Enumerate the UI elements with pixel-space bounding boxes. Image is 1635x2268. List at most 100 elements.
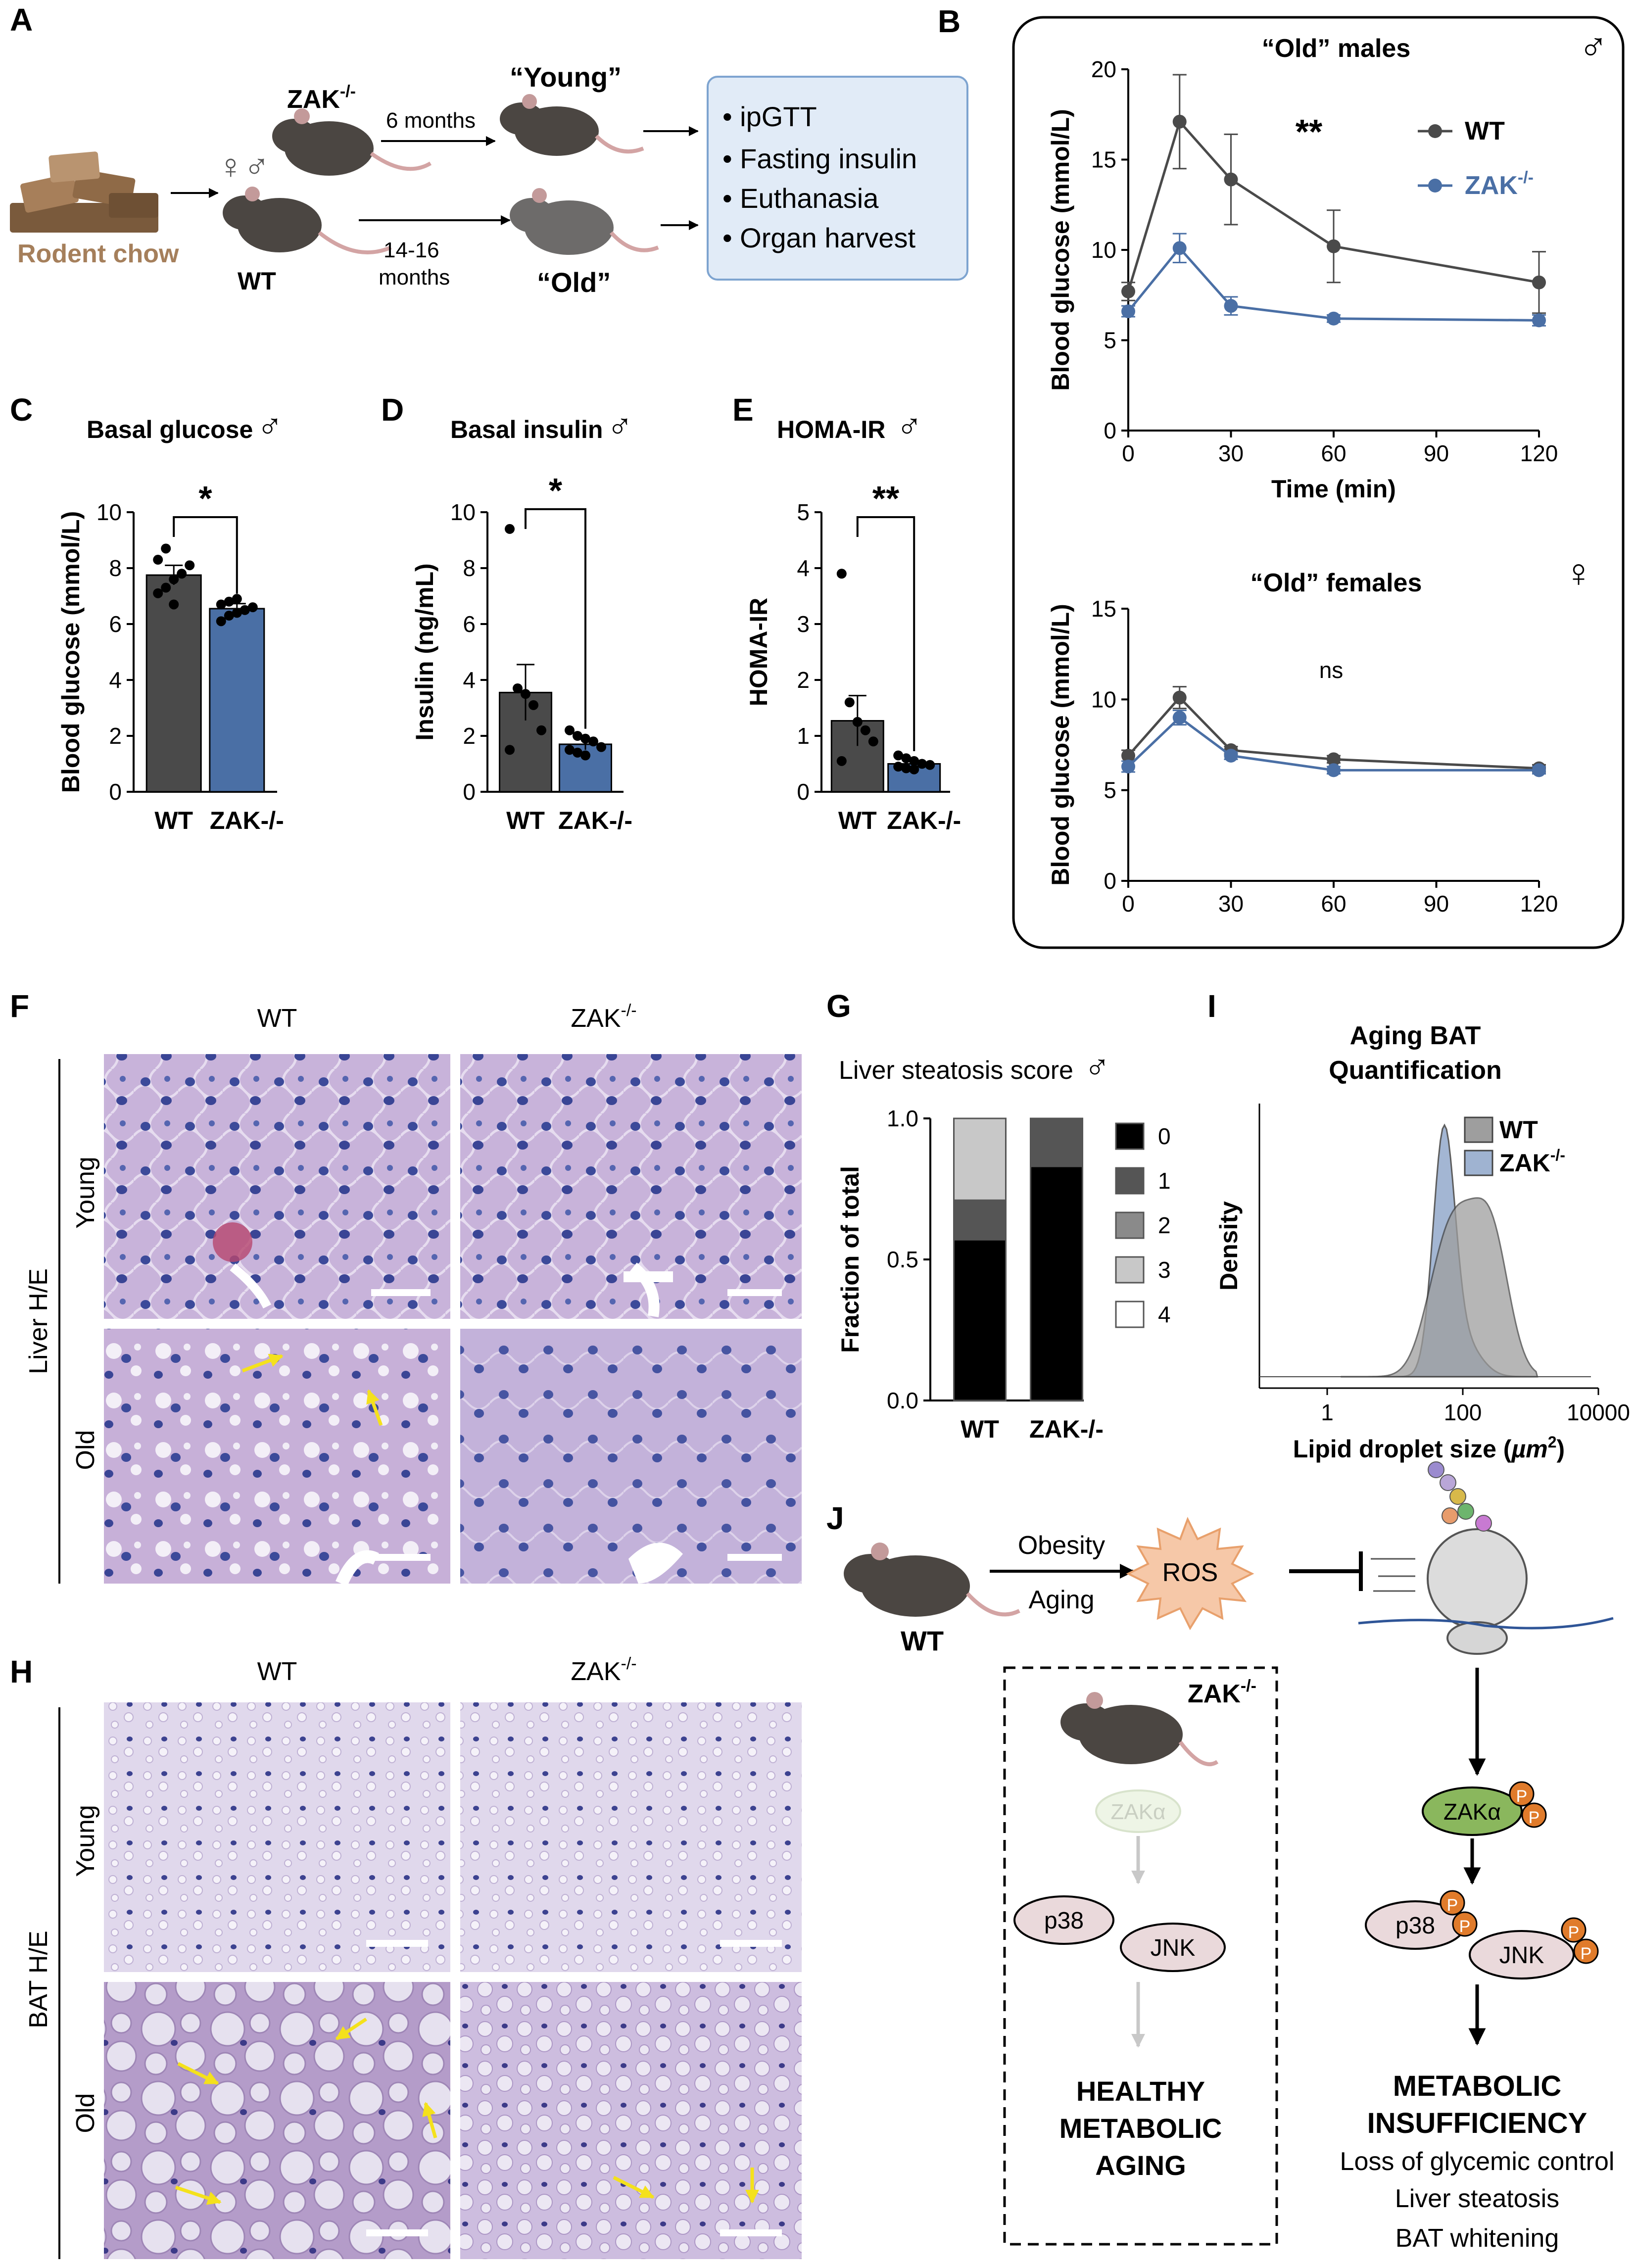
legend-label: 1 xyxy=(1158,1168,1171,1194)
x-tick-label: 120 xyxy=(1520,891,1558,917)
legend-swatch xyxy=(1115,1256,1145,1284)
data-point xyxy=(529,700,538,710)
y-tick-label: 10 xyxy=(450,499,476,525)
data-point xyxy=(216,599,226,610)
data-point xyxy=(1327,239,1341,253)
data-point xyxy=(513,683,523,693)
h-wt-young-image xyxy=(104,1702,450,1972)
j-zak-alpha: ZAKα xyxy=(1443,1799,1501,1825)
y-tick-label: 1 xyxy=(797,723,810,749)
legend-label: 4 xyxy=(1158,1302,1171,1327)
data-point xyxy=(232,608,242,618)
j-ros: ROS xyxy=(1162,1558,1218,1587)
procedures-box xyxy=(707,76,968,281)
chart-b-females: 0 5 10 15 0 30 60 90 120 Blood glucose (mmol/L) xyxy=(1047,596,1558,917)
data-point xyxy=(169,599,179,610)
svg-text:METABOLIC: METABOLIC xyxy=(1059,2113,1222,2144)
data-point xyxy=(247,602,258,613)
y-tick-label: 10 xyxy=(1091,686,1116,712)
category-label: ZAK-/- xyxy=(210,807,284,834)
panel-label-h: H xyxy=(10,1654,33,1689)
old-time-1: 14-16 xyxy=(384,238,439,262)
x-tick-label: 90 xyxy=(1424,440,1449,466)
zak-ko-mouse-icon xyxy=(1060,1692,1219,1766)
phospho-badges: P P xyxy=(1509,1781,1547,1828)
procedure-item: • ipGTT xyxy=(722,101,817,132)
stacked-segment xyxy=(953,1199,1007,1241)
data-point xyxy=(588,736,598,747)
svg-text:BAT whitening: BAT whitening xyxy=(1395,2224,1559,2253)
data-point xyxy=(844,697,855,708)
j-p38: p38 xyxy=(1044,1908,1084,1934)
legend-swatch xyxy=(1115,1167,1145,1195)
data-point xyxy=(1532,275,1546,290)
p38-node xyxy=(1013,1895,1114,1945)
svg-text:P: P xyxy=(1447,1896,1458,1915)
h-lipid-arrow xyxy=(422,2102,437,2138)
zak-label: ZAK-/- xyxy=(287,82,356,114)
data-point xyxy=(1224,749,1238,763)
y-tick-label: 8 xyxy=(463,555,476,581)
data-point xyxy=(1327,752,1341,767)
b-males-title: “Old” males xyxy=(1262,34,1411,63)
data-point xyxy=(185,560,195,571)
category-label: WT xyxy=(506,807,545,834)
data-point xyxy=(1121,749,1135,763)
y-axis-label: HOMA-IR xyxy=(745,598,772,706)
y-tick-label: 5 xyxy=(1104,328,1116,353)
x-tick-label: 60 xyxy=(1321,891,1346,917)
procedure-item: • Euthanasia xyxy=(722,183,879,214)
panel-label-j: J xyxy=(826,1500,844,1536)
f-lipid-arrow xyxy=(241,1353,284,1373)
wt-label: WT xyxy=(238,267,276,295)
panel-label-b: B xyxy=(938,3,961,39)
g-title: Liver steatosis score ♂ xyxy=(839,1048,1110,1086)
svg-text:Liver steatosis: Liver steatosis xyxy=(1395,2184,1559,2213)
svg-text:AGING: AGING xyxy=(1095,2150,1186,2181)
category-label: WT xyxy=(838,807,877,834)
i-title-2: Quantification xyxy=(1329,1056,1502,1085)
data-point xyxy=(1327,311,1341,326)
stacked-segment xyxy=(953,1239,1007,1401)
y-tick-label: 6 xyxy=(109,611,122,637)
data-point xyxy=(893,750,904,761)
data-point xyxy=(505,524,515,534)
ribosome-icon xyxy=(1358,1461,1614,1655)
h-row-young: Young xyxy=(71,1805,100,1877)
bar xyxy=(209,608,265,793)
y-axis-label: Density xyxy=(1215,1201,1243,1291)
x-tick-label: 0 xyxy=(1122,891,1135,917)
data-point xyxy=(580,750,590,761)
y-axis-label: Insulin (ng/mL) xyxy=(411,563,438,740)
i-title-1: Aging BAT xyxy=(1350,1021,1481,1050)
x-axis-label: Lipid droplet size (µm2) xyxy=(1293,1433,1565,1463)
data-point xyxy=(836,756,847,766)
jnk-node xyxy=(1469,1930,1575,1979)
h-col-zak: ZAK-/- xyxy=(571,1654,636,1686)
data-point xyxy=(573,731,582,741)
svg-text:INSUFFICIENCY: INSUFFICIENCY xyxy=(1367,2107,1587,2139)
significance-bracket xyxy=(856,516,915,751)
svg-text:Loss of glycemic control: Loss of glycemic control xyxy=(1340,2147,1615,2176)
h-col-wt: WT xyxy=(257,1657,297,1686)
ros-burst-icon xyxy=(1126,1517,1254,1631)
data-point xyxy=(909,764,919,774)
phospho-badges: P P xyxy=(1440,1890,1478,1937)
data-point xyxy=(536,725,546,735)
y-tick-label: 3 xyxy=(797,611,810,637)
data-point xyxy=(240,605,250,615)
x-axis-label: Time (min) xyxy=(1271,475,1396,503)
y-tick-label: 1.0 xyxy=(887,1106,918,1131)
y-tick-label: 0.0 xyxy=(887,1388,918,1413)
phospho-badges: P P xyxy=(1561,1917,1599,1964)
zak-mouse-icon xyxy=(272,108,432,176)
stacked-segment xyxy=(1030,1117,1083,1167)
old-time-2: months xyxy=(379,265,450,290)
f-col-wt: WT xyxy=(257,1004,297,1033)
y-tick-label: 15 xyxy=(1091,596,1116,622)
data-point xyxy=(925,760,935,770)
c-title: Basal glucose ♂ xyxy=(87,407,283,445)
panel-label-i: I xyxy=(1207,988,1216,1024)
